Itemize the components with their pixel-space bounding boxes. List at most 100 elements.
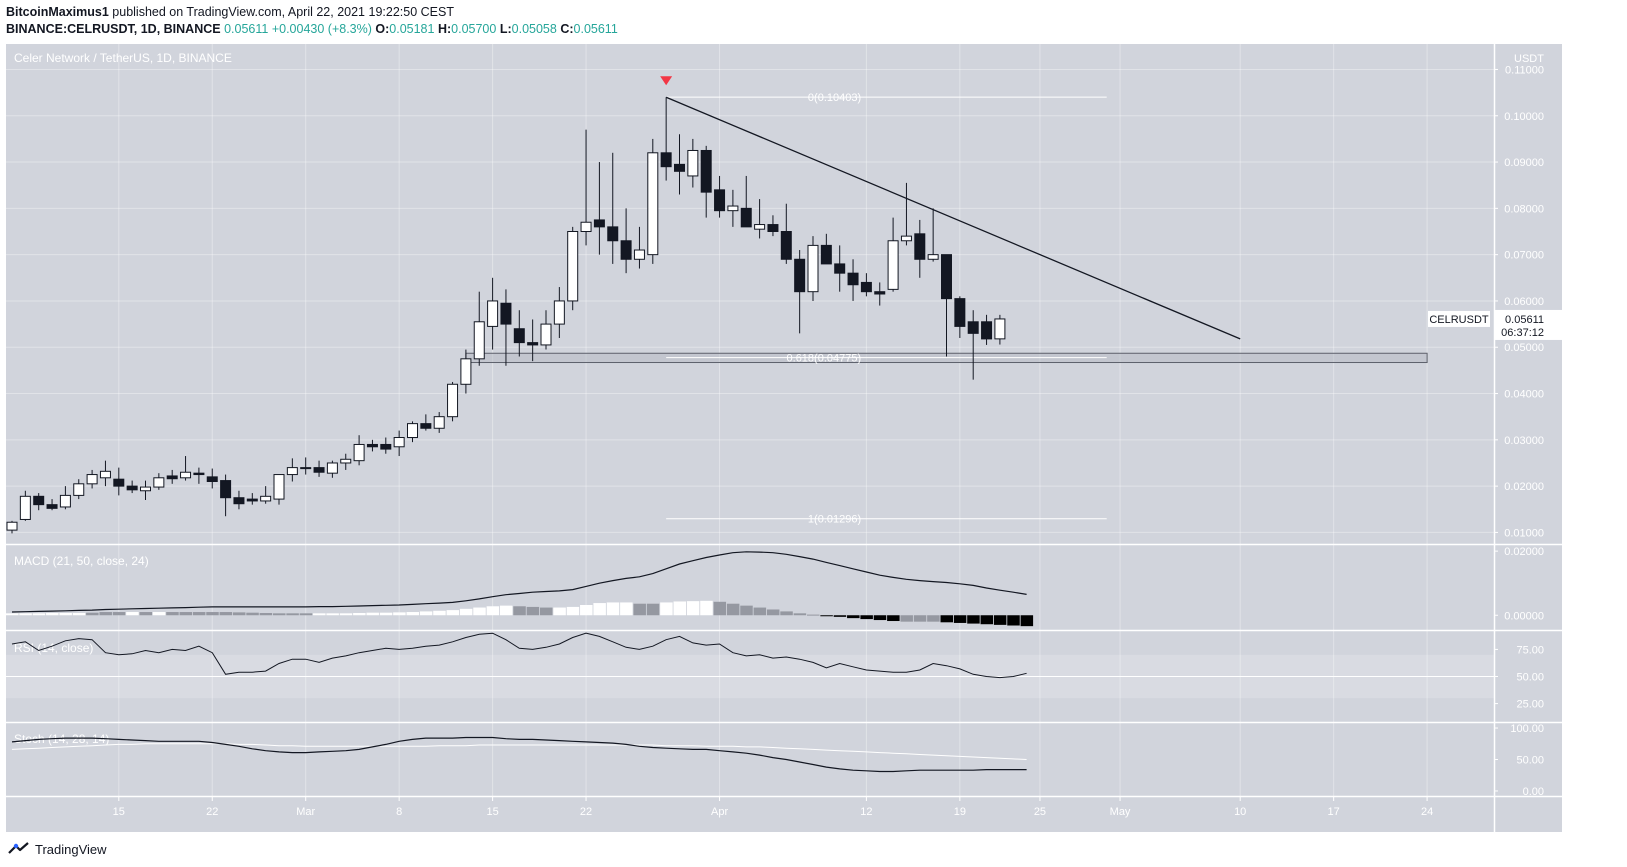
left-margin xyxy=(0,44,6,832)
macd-histogram-bar xyxy=(820,615,833,617)
close-value: 0.05611 xyxy=(573,22,618,36)
tradingview-logo[interactable]: TradingView xyxy=(8,841,107,857)
candle-down xyxy=(767,224,779,233)
macd-histogram-bar xyxy=(86,612,99,616)
open-label: O: xyxy=(375,22,390,36)
candle-up xyxy=(487,300,499,327)
macd-histogram-bar xyxy=(473,607,486,616)
trading-chart[interactable]: 0.11000 0.10000 0.09000 0.08000 0.07000 0.060… xyxy=(0,44,1627,832)
fib-level-label: 1(0.01296) xyxy=(808,514,861,526)
candle-down xyxy=(954,298,966,327)
candle-down xyxy=(300,467,312,470)
candle-down xyxy=(500,302,512,325)
candle-up xyxy=(900,235,912,242)
candle-up xyxy=(647,152,659,256)
candle-down xyxy=(874,291,886,295)
candle-down xyxy=(981,321,993,340)
stoch-tick-label: 0.00 xyxy=(1523,786,1544,798)
macd-histogram-bar xyxy=(833,615,847,617)
candle-up xyxy=(153,477,165,488)
macd-tick-label: 0.02000 xyxy=(1504,546,1544,558)
stoch-title: Stoch (14, 28, 14) xyxy=(14,732,109,746)
last-price-value: 0.05611 xyxy=(1505,314,1544,326)
candle-down xyxy=(847,272,859,286)
macd-histogram-bar xyxy=(540,607,553,616)
macd-tick-label: 0.00000 xyxy=(1504,610,1544,622)
candle-up xyxy=(6,521,18,531)
time-tick-label: May xyxy=(1110,806,1131,818)
macd-histogram-bar xyxy=(620,602,633,616)
time-tick-label: Apr xyxy=(711,806,728,818)
price-tick-label: 0.02000 xyxy=(1504,481,1544,493)
candle-down xyxy=(700,149,712,193)
macd-histogram-bar xyxy=(606,602,620,616)
close-label: C: xyxy=(560,22,574,36)
candle-up xyxy=(273,474,285,500)
macd-histogram-bar xyxy=(459,608,473,616)
low-value: 0.05058 xyxy=(511,22,557,36)
publish-info: BitcoinMaximus1 published on TradingView… xyxy=(6,5,454,19)
candle-down xyxy=(660,152,672,168)
candle-up xyxy=(473,321,485,360)
rsi-tick-label: 50.00 xyxy=(1516,672,1544,684)
macd-histogram-bar xyxy=(406,612,419,616)
time-tick-label: 10 xyxy=(1234,806,1246,818)
macd-histogram-bar xyxy=(793,613,807,616)
time-tick-label: 8 xyxy=(396,806,402,818)
macd-histogram-bar xyxy=(486,606,500,616)
candle-down xyxy=(193,472,205,476)
candle-down xyxy=(714,189,726,212)
candle-down xyxy=(740,207,752,228)
macd-histogram-bar xyxy=(740,605,753,616)
candle-up xyxy=(340,458,352,464)
macd-histogram-bar xyxy=(807,614,820,616)
macd-histogram-bar xyxy=(433,610,446,616)
macd-histogram-bar xyxy=(700,600,713,616)
macd-histogram-bar xyxy=(6,613,19,616)
macd-histogram-bar xyxy=(112,612,126,616)
macd-histogram-bar xyxy=(206,612,219,616)
macd-histogram-bar xyxy=(726,603,740,616)
author-name[interactable]: BitcoinMaximus1 xyxy=(6,5,109,19)
macd-histogram-bar xyxy=(379,612,393,616)
price-tick-label: 0.06000 xyxy=(1504,296,1544,308)
macd-histogram-bar xyxy=(152,612,166,616)
candle-down xyxy=(166,475,178,480)
candle-down xyxy=(126,485,138,491)
candle-up xyxy=(633,249,645,260)
macd-histogram-bar xyxy=(366,612,379,616)
candle-up xyxy=(687,149,699,177)
candle-up xyxy=(754,224,766,230)
candle-down xyxy=(860,281,872,293)
axis-unit-label: USDT xyxy=(1514,53,1544,65)
macd-histogram-bar xyxy=(526,606,540,616)
macd-histogram-bar xyxy=(192,612,206,616)
price-axis-background xyxy=(1494,44,1562,832)
sell-marker-icon xyxy=(660,76,673,86)
macd-histogram-bar xyxy=(259,613,273,616)
price-tick-label: 0.09000 xyxy=(1504,157,1544,169)
macd-histogram-bar xyxy=(393,612,406,616)
macd-histogram-bar xyxy=(847,615,860,619)
time-tick-label: Mar xyxy=(296,806,315,818)
candle-up xyxy=(580,221,592,232)
time-tick-label: 22 xyxy=(580,806,592,818)
candle-up xyxy=(99,470,111,479)
candle-up xyxy=(86,474,98,485)
candle-up xyxy=(19,495,31,520)
macd-histogram-bar xyxy=(713,601,727,616)
stoch-k-line xyxy=(11,736,1027,773)
symbol-tag-label: CELRUSDT xyxy=(1429,314,1489,326)
macd-histogram-bar xyxy=(1007,615,1020,626)
stoch-d-line xyxy=(11,743,1027,760)
price-tick-label: 0.07000 xyxy=(1504,250,1544,262)
time-tick-label: 25 xyxy=(1034,806,1046,818)
price-tick-label: 0.01000 xyxy=(1504,527,1544,539)
price-tick-label: 0.03000 xyxy=(1504,435,1544,447)
candle-up xyxy=(460,358,472,385)
candle-up xyxy=(407,423,418,439)
macd-histogram-bar xyxy=(967,615,980,624)
candle-up xyxy=(447,383,459,418)
rsi-tick-label: 25.00 xyxy=(1516,699,1544,711)
candle-up xyxy=(927,254,939,260)
